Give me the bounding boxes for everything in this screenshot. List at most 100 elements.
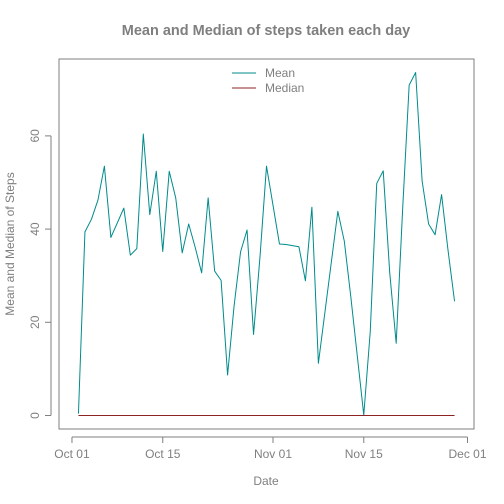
y-axis: 0 20 40 60 (28, 129, 52, 419)
data-point-mean (156, 171, 157, 172)
data-point-median (422, 415, 423, 416)
data-point-median (188, 415, 189, 416)
data-point-median (97, 415, 98, 416)
data-point-median (240, 415, 241, 416)
data-point-median (285, 415, 286, 416)
data-point-mean (305, 280, 306, 281)
data-point-median (130, 415, 131, 416)
data-point-median (214, 415, 215, 416)
data-point-mean (136, 248, 137, 249)
data-point-median (143, 415, 144, 416)
x-tick-label: Dec 01 (449, 447, 487, 461)
data-point-mean (409, 85, 410, 86)
data-point-mean (279, 243, 280, 244)
data-point-median (91, 415, 92, 416)
data-point-median (246, 415, 247, 416)
data-point-mean (188, 223, 189, 224)
data-point-median (84, 415, 85, 416)
data-point-mean (285, 244, 286, 245)
data-point-median (344, 415, 345, 416)
data-point-median (149, 415, 150, 416)
series-line-mean (77, 72, 456, 416)
data-point-median (318, 415, 319, 416)
data-point-mean (415, 72, 416, 73)
data-point-mean (182, 252, 183, 253)
data-point-median (370, 415, 371, 416)
y-axis-label: Mean and Median of Steps (3, 172, 17, 315)
data-point-mean (422, 180, 423, 181)
y-tick-label: 0 (28, 412, 42, 419)
data-point-mean (208, 197, 209, 198)
legend-label-mean: Mean (265, 66, 295, 80)
data-point-mean (350, 296, 351, 297)
data-point-mean (201, 272, 202, 273)
data-point-median (396, 415, 397, 416)
data-point-mean (227, 374, 228, 375)
data-point-mean (214, 270, 215, 271)
data-point-mean (240, 251, 241, 252)
data-point-mean (318, 363, 319, 364)
data-point-mean (233, 305, 234, 306)
data-point-mean (130, 255, 131, 256)
data-point-mean (84, 231, 85, 232)
data-point-median (175, 415, 176, 416)
data-point-mean (195, 247, 196, 248)
data-point-mean (441, 194, 442, 195)
plot-frame (58, 58, 475, 430)
x-tick-label: Oct 15 (145, 447, 181, 461)
data-point-mean (454, 301, 455, 302)
data-point-median (350, 415, 351, 416)
data-point-mean (104, 166, 105, 167)
data-point-median (195, 415, 196, 416)
data-point-mean (162, 251, 163, 252)
data-point-mean (298, 246, 299, 247)
data-point-median (409, 415, 410, 416)
data-point-median (298, 415, 299, 416)
data-point-median (156, 415, 157, 416)
data-point-mean (78, 413, 79, 414)
legend-label-median: Median (265, 81, 304, 95)
data-point-median (259, 415, 260, 416)
data-point-median (428, 415, 429, 416)
data-point-mean (428, 223, 429, 224)
data-point-mean (337, 211, 338, 212)
y-tick-label: 60 (28, 129, 42, 143)
data-point-median (110, 415, 111, 416)
data-point-mean (389, 272, 390, 273)
data-point-mean (376, 183, 377, 184)
data-point-mean (143, 133, 144, 134)
data-point-median (123, 415, 124, 416)
data-point-median (363, 415, 364, 416)
data-point-median (441, 415, 442, 416)
x-tick-label: Oct 01 (54, 447, 90, 461)
data-point-median (311, 415, 312, 416)
data-point-median (415, 415, 416, 416)
data-point-median (266, 415, 267, 416)
data-point-mean (246, 229, 247, 230)
data-point-mean (221, 280, 222, 281)
data-point-mean (434, 234, 435, 235)
data-point-median (383, 415, 384, 416)
data-point-mean (91, 219, 92, 220)
data-point-median (221, 415, 222, 416)
series-layer (77, 72, 456, 416)
data-point-median (136, 415, 137, 416)
data-point-mean (447, 250, 448, 251)
data-point-mean (344, 241, 345, 242)
data-point-median (454, 415, 455, 416)
x-axis-label: Date (253, 474, 279, 488)
data-point-median (253, 415, 254, 416)
data-point-median (305, 415, 306, 416)
data-point-mean (383, 170, 384, 171)
data-point-mean (169, 171, 170, 172)
data-point-mean (396, 343, 397, 344)
data-point-median (182, 415, 183, 416)
y-tick-label: 40 (28, 222, 42, 236)
chart-title: Mean and Median of steps taken each day (122, 23, 410, 39)
data-point-mean (253, 334, 254, 335)
data-point-mean (311, 207, 312, 208)
x-axis: Oct 01 Oct 15 Nov 01 Nov 15 Dec 01 (54, 436, 487, 461)
x-tick-label: Nov 15 (345, 447, 383, 461)
data-point-mean (175, 197, 176, 198)
